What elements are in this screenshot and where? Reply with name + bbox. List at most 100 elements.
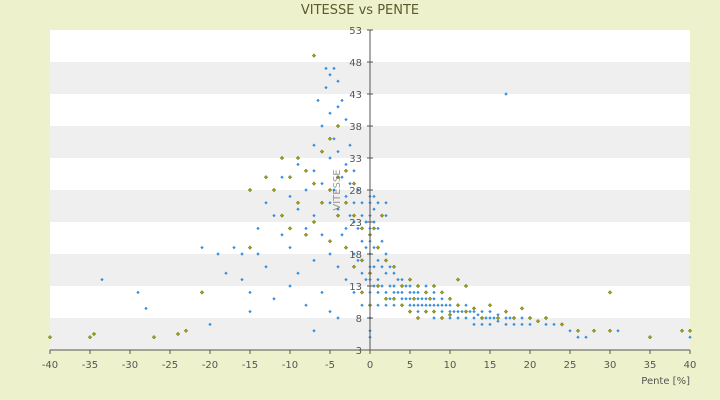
y-tick-label: 48 <box>349 58 362 69</box>
data-point <box>447 312 453 317</box>
data-point <box>495 315 501 321</box>
x-tick-label: -30 <box>122 360 138 371</box>
data-point <box>327 187 333 193</box>
y-tick-label: 13 <box>349 282 362 293</box>
data-point <box>407 309 413 314</box>
data-point <box>311 53 317 58</box>
data-point <box>199 290 205 295</box>
data-point <box>248 309 252 314</box>
x-axis-label: Pente [%] <box>641 376 690 387</box>
data-point <box>679 328 685 333</box>
data-point <box>519 306 525 311</box>
data-point <box>423 309 429 314</box>
data-point <box>351 264 357 269</box>
data-point <box>271 187 277 193</box>
x-tick-label: 20 <box>524 360 537 371</box>
data-point <box>351 213 357 218</box>
data-point <box>295 200 301 205</box>
data-point <box>407 277 413 282</box>
data-point <box>371 226 377 231</box>
data-point <box>504 92 508 96</box>
x-tick-label: 30 <box>604 360 617 371</box>
data-point <box>335 213 341 218</box>
data-point <box>687 328 693 333</box>
data-point <box>535 319 541 324</box>
data-point <box>344 117 348 122</box>
data-point <box>607 290 613 295</box>
data-point <box>183 328 189 333</box>
x-tick-label: -40 <box>42 360 58 371</box>
x-tick-label: -25 <box>162 360 178 371</box>
data-point <box>399 303 405 308</box>
data-point <box>447 296 453 301</box>
x-tick-label: -5 <box>325 360 335 371</box>
data-point <box>144 306 148 311</box>
data-point <box>91 331 97 337</box>
data-point <box>575 328 581 333</box>
data-point <box>295 155 301 161</box>
data-point <box>607 328 613 333</box>
data-point <box>503 309 509 314</box>
data-point <box>247 245 253 250</box>
data-point <box>247 187 253 193</box>
y-tick-label: 18 <box>349 250 362 261</box>
data-point <box>343 168 349 173</box>
data-point <box>359 290 365 295</box>
x-tick-label: 0 <box>367 360 373 371</box>
data-point <box>455 303 461 308</box>
data-point <box>520 316 524 320</box>
data-point <box>576 335 580 339</box>
data-point <box>303 232 309 237</box>
data-point <box>319 149 325 154</box>
x-tick-label: 35 <box>644 360 657 371</box>
data-point <box>511 315 517 321</box>
data-point <box>431 283 437 289</box>
data-point <box>311 219 317 225</box>
data-point <box>411 296 417 301</box>
data-point <box>487 303 493 308</box>
y-tick-label: 3 <box>356 346 362 357</box>
data-point <box>359 226 365 231</box>
data-point <box>559 322 565 327</box>
data-point <box>584 335 588 339</box>
data-point <box>287 226 293 231</box>
data-point <box>383 296 389 301</box>
data-point <box>359 258 365 263</box>
data-point <box>240 252 244 256</box>
data-point <box>415 315 421 321</box>
x-tick-label: -35 <box>82 360 98 371</box>
x-tick-label: -20 <box>202 360 218 371</box>
data-point <box>136 290 140 295</box>
data-point <box>351 181 357 186</box>
data-point <box>391 296 397 301</box>
y-tick-label: 33 <box>349 154 362 165</box>
data-point <box>463 283 469 289</box>
x-tick-label: 25 <box>564 360 577 371</box>
data-point <box>375 283 381 289</box>
data-point <box>320 124 324 128</box>
x-ticks: -40 -35 -30 -25 -20 -15 -10 -5 0 5 10 15 20 25 30 35 40 <box>42 350 696 371</box>
data-point <box>688 335 692 339</box>
y-tick-label: 38 <box>349 122 362 133</box>
data-point <box>647 335 653 340</box>
x-tick-label: 10 <box>444 360 457 371</box>
data-point <box>208 322 212 327</box>
data-point <box>324 85 328 90</box>
data-point <box>439 315 445 321</box>
data-point <box>527 315 533 321</box>
y-axis-label: VITESSE <box>332 169 343 210</box>
data-point <box>279 213 285 218</box>
data-point <box>224 271 228 275</box>
data-point <box>379 213 385 218</box>
data-point <box>319 200 325 205</box>
data-point <box>591 328 597 333</box>
data-point <box>391 264 397 269</box>
data-point <box>343 200 349 205</box>
data-point <box>87 335 93 340</box>
x-tick-label: -15 <box>242 360 258 371</box>
data-point <box>383 258 389 263</box>
data-point <box>335 175 341 180</box>
data-point <box>455 277 461 282</box>
data-point <box>463 309 469 314</box>
